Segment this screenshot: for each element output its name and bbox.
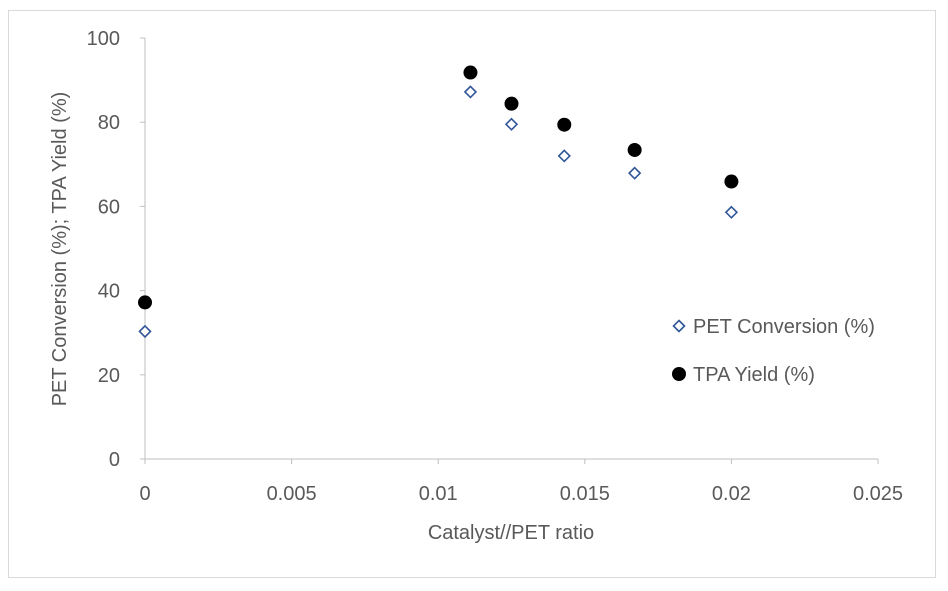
pet-conversion-point <box>628 166 642 180</box>
pet-conversion-point <box>138 324 152 339</box>
x-tick-label: 0.015 <box>560 483 610 505</box>
tpa-yield-point <box>463 65 478 80</box>
x-tick-label: 0 <box>139 483 150 505</box>
x-tick-label: 0.02 <box>712 483 751 505</box>
pet-conversion-point <box>504 117 519 131</box>
axes: 0 20 40 60 80 100 0 0.005 0.01 0.015 0.02 0.025 <box>87 28 903 505</box>
x-axis-title: Catalyst//PET ratio <box>428 522 594 544</box>
tpa-yield-point <box>627 142 642 157</box>
legend-circle-marker <box>672 367 686 381</box>
x-tick-label: 0.005 <box>267 483 317 505</box>
x-tick-label: 0.025 <box>853 483 903 505</box>
y-tick-label: 100 <box>87 28 120 50</box>
y-tick-label: 80 <box>98 112 120 134</box>
y-tick-label: 20 <box>98 365 120 387</box>
tpa-yield-point <box>138 295 152 310</box>
y-axis-title: PET Conversion (%); TPA Yield (%) <box>49 92 71 407</box>
legend-label: PET Conversion (%) <box>693 316 875 338</box>
tpa-yield-point <box>557 117 572 132</box>
y-tick-label: 0 <box>109 449 120 471</box>
y-tick-label: 60 <box>98 196 120 218</box>
y-tick-label: 40 <box>98 281 120 303</box>
legend: PET Conversion (%) TPA Yield (%) <box>672 316 875 386</box>
data-points <box>138 65 739 339</box>
x-tick-label: 0.01 <box>419 483 458 505</box>
tpa-yield-point <box>504 96 519 111</box>
legend-diamond-marker <box>672 319 686 333</box>
pet-conversion-point <box>724 205 739 219</box>
tpa-yield-point <box>724 174 739 189</box>
chart-frame <box>8 10 936 578</box>
legend-label: TPA Yield (%) <box>693 364 815 386</box>
pet-conversion-point <box>557 149 571 163</box>
pet-conversion-point <box>463 85 478 99</box>
